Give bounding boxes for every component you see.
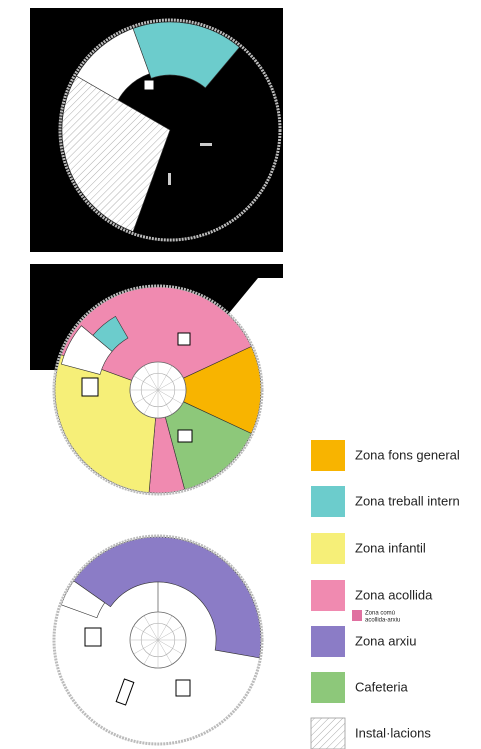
zone (132, 21, 240, 89)
table (115, 678, 135, 706)
legend: Zona fons general Zona treball intern Zona… (310, 440, 460, 749)
stair (177, 429, 193, 443)
legend-swatch (311, 580, 345, 611)
plans (52, 18, 282, 746)
legend-label: Zona infantil (355, 540, 426, 555)
zone (60, 580, 106, 619)
legend-sublabel: acollida-arxiu (365, 618, 400, 624)
stair (175, 679, 191, 697)
zone (61, 75, 171, 232)
legend-label: Zona fons general (355, 447, 460, 462)
spoke (133, 639, 159, 655)
spoke (157, 365, 173, 391)
wall (168, 173, 171, 185)
legend-swatch (311, 672, 345, 703)
wall (200, 143, 212, 146)
legend-label: Instal·lacions (355, 725, 431, 740)
outer-wall (58, 18, 282, 242)
outer-wall (52, 284, 264, 496)
spoke (143, 389, 159, 415)
plan-background (30, 264, 283, 370)
outer-wall (52, 534, 264, 746)
spoke (143, 615, 159, 641)
spoke (157, 375, 183, 391)
legend-sublabel: Zona comú (365, 611, 395, 617)
stair (84, 627, 102, 647)
spoke (157, 625, 183, 641)
stair (143, 79, 155, 91)
legend-swatch (310, 717, 346, 749)
spoke (133, 389, 159, 405)
legend-swatch (311, 440, 345, 471)
legend-swatch (352, 610, 362, 621)
spoke (157, 615, 173, 641)
stair (177, 332, 191, 346)
spoke (157, 639, 183, 655)
spoke (143, 639, 159, 665)
legend-label: Zona arxiu (355, 633, 416, 648)
spoke (133, 375, 159, 391)
spoke (157, 389, 173, 415)
legend-label: Zona acollida (355, 587, 433, 602)
zone (61, 325, 113, 375)
spoke (143, 365, 159, 391)
stair (81, 377, 99, 397)
spoke (133, 625, 159, 641)
legend-swatch (311, 486, 345, 517)
legend-label: Cafeteria (355, 679, 409, 694)
spoke (157, 389, 183, 405)
legend-label: Zona treball intern (355, 493, 460, 508)
spoke (157, 639, 173, 665)
legend-swatch (311, 533, 345, 564)
legend-swatch (311, 626, 345, 657)
